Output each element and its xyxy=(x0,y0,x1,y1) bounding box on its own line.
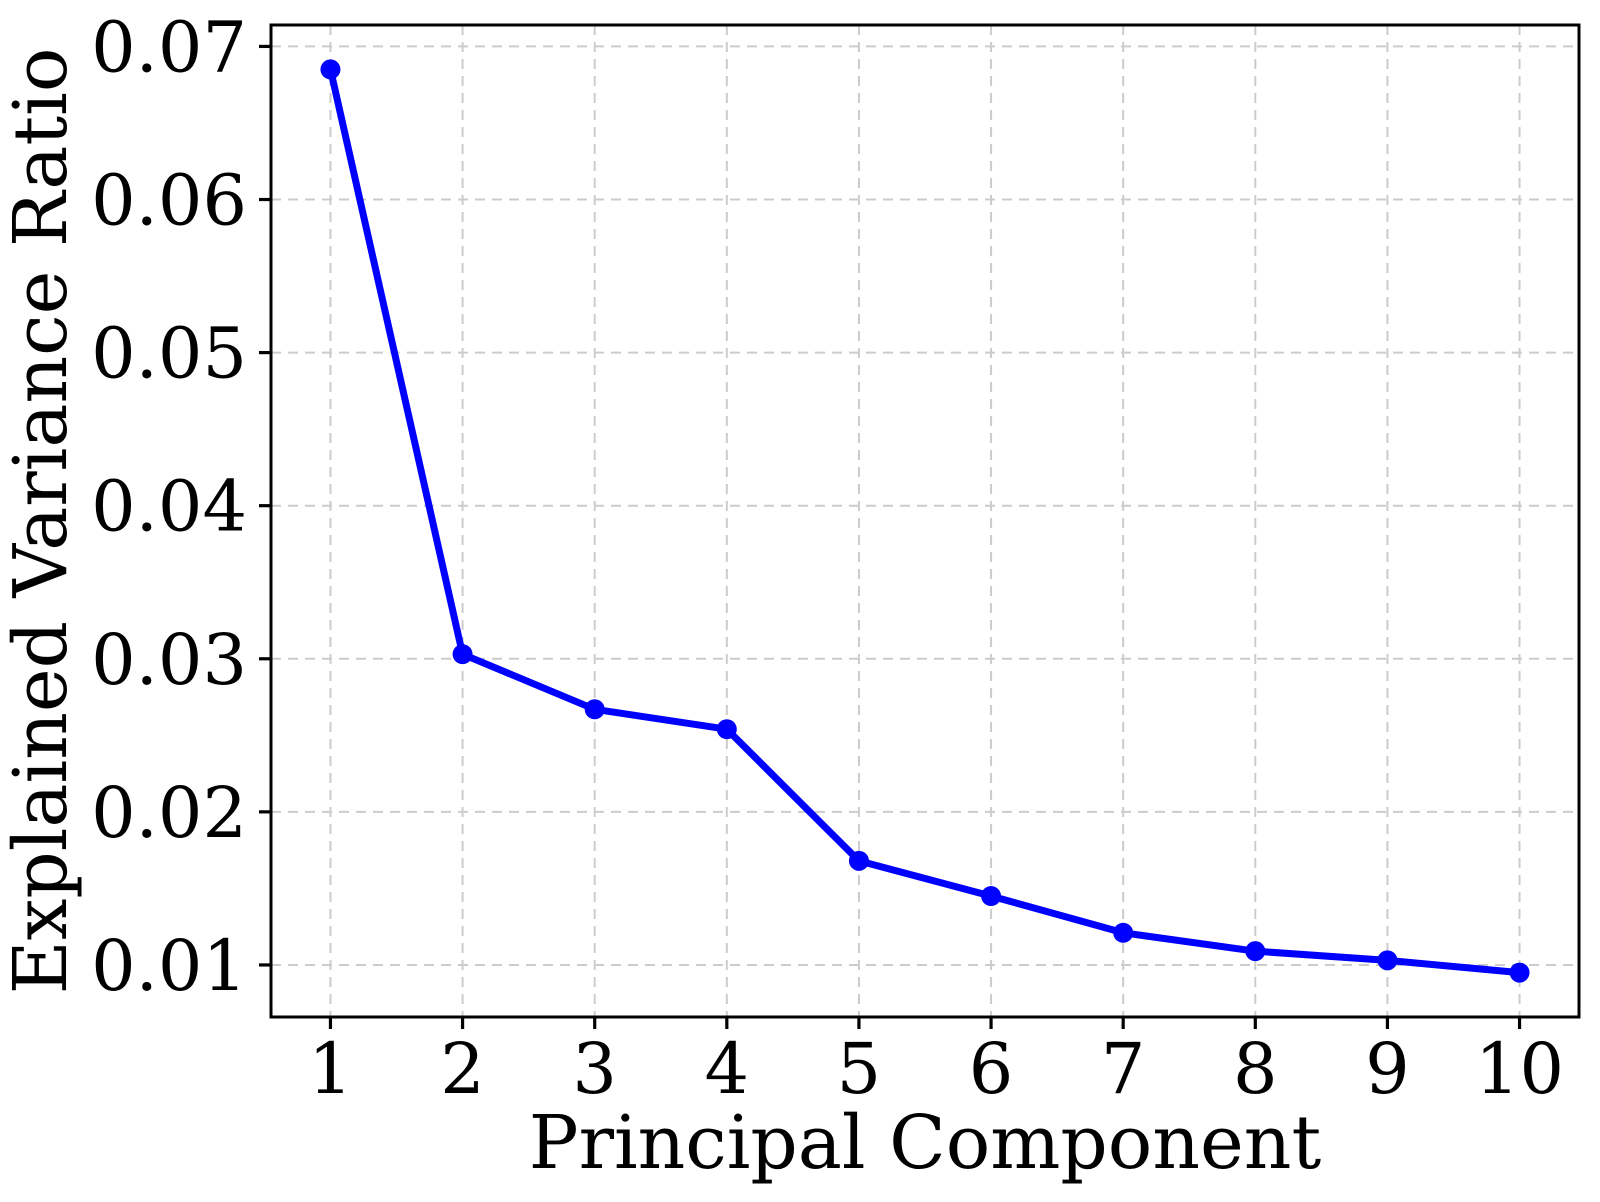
x-tick-label: 9 xyxy=(1365,1028,1410,1110)
y-tick-label: 0.03 xyxy=(91,619,247,701)
y-tick-label: 0.07 xyxy=(91,6,247,88)
data-point xyxy=(1245,941,1266,962)
y-gridlines xyxy=(271,45,1579,966)
x-tick-label: 10 xyxy=(1475,1028,1564,1110)
x-tick-label: 1 xyxy=(308,1028,353,1110)
y-tick-label: 0.05 xyxy=(91,313,247,395)
data-line xyxy=(326,65,1524,977)
data-point xyxy=(848,850,869,871)
x-tick-label: 7 xyxy=(1101,1028,1146,1110)
plot-border xyxy=(269,23,1581,1019)
data-point xyxy=(1113,922,1134,943)
x-tick-label: 6 xyxy=(969,1028,1014,1110)
y-tick-label: 0.02 xyxy=(91,772,247,854)
data-point xyxy=(716,719,737,740)
data-series xyxy=(320,59,1530,983)
x-tick-label: 4 xyxy=(705,1028,750,1110)
y-tick-label: 0.04 xyxy=(91,466,247,548)
y-tick-labels: 0.01 0.02 0.03 0.04 0.05 0.06 0.07 xyxy=(91,6,247,1007)
y-tick-marks xyxy=(259,44,271,967)
x-tick-marks xyxy=(328,1017,1522,1029)
y-axis-label: Explained Variance Ratio xyxy=(0,48,84,995)
x-tick-label: 5 xyxy=(837,1028,882,1110)
y-tick-label: 0.01 xyxy=(91,925,247,1007)
data-point xyxy=(452,644,473,665)
x-tick-label: 2 xyxy=(440,1028,485,1110)
data-point xyxy=(1509,962,1530,983)
data-point xyxy=(1377,950,1398,971)
data-point xyxy=(981,886,1002,907)
x-gridlines xyxy=(329,25,1521,1017)
data-point xyxy=(320,59,341,80)
data-point xyxy=(584,699,605,720)
x-tick-labels: 1 2 3 4 5 6 7 8 9 10 xyxy=(308,1028,1564,1110)
x-tick-label: 3 xyxy=(572,1028,617,1110)
x-tick-label: 8 xyxy=(1233,1028,1278,1110)
y-tick-label: 0.06 xyxy=(91,160,247,242)
x-axis-label: Principal Component xyxy=(529,1100,1322,1186)
